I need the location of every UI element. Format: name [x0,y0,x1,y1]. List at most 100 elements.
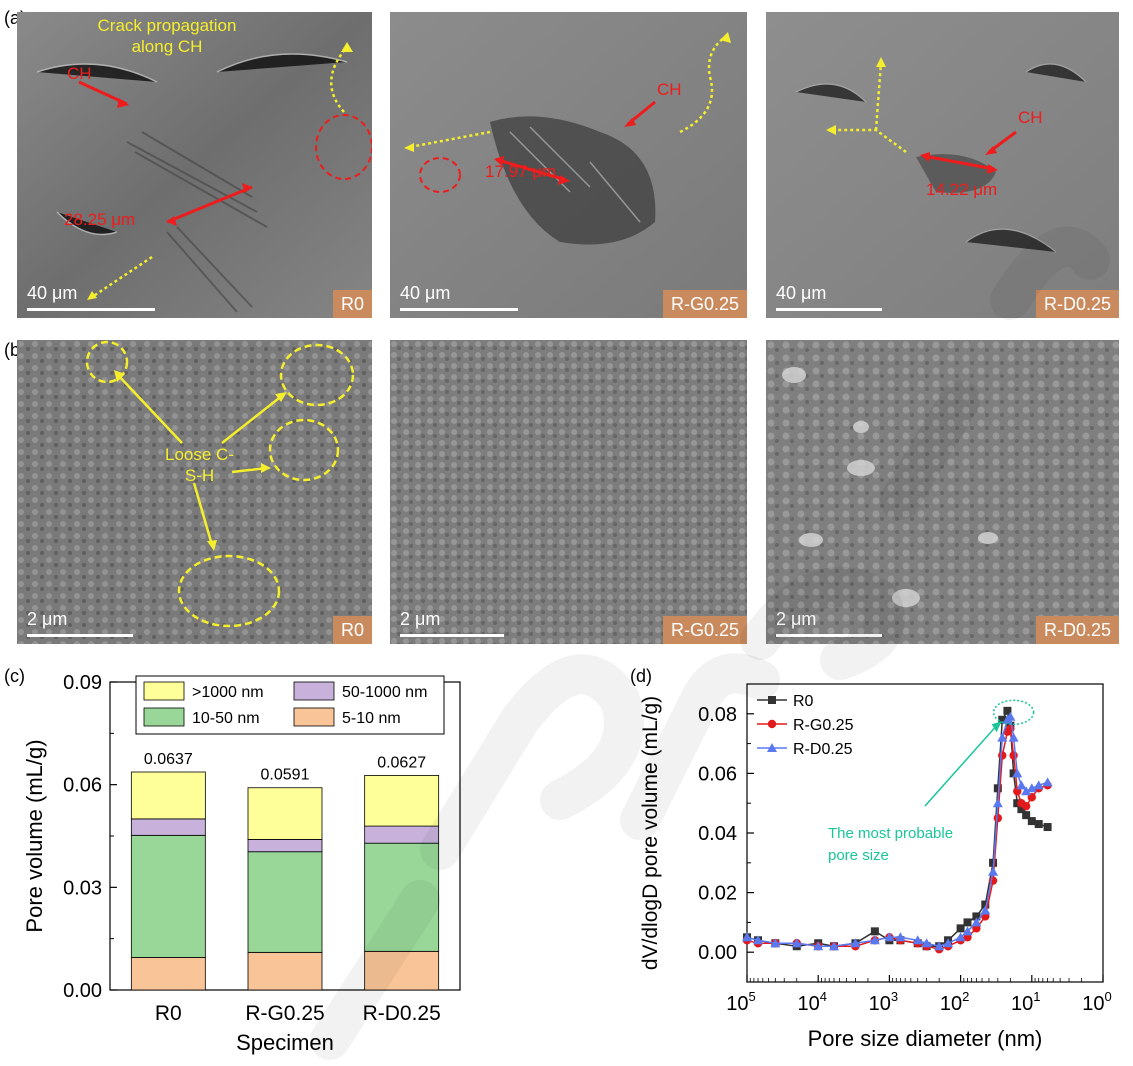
scale-bar [400,634,504,637]
sem-texture [766,340,1119,644]
sem-image-a-rd025: CH 14.22 μm 40 μm R-D0.25 [766,12,1119,318]
data-point [1009,769,1018,778]
specimen-tag: R-G0.25 [662,290,747,318]
data-point [998,751,1007,760]
ch-label: CH [67,64,92,83]
y-tick-label: 0.06 [698,763,737,785]
bar-segment [364,842,440,952]
sem-texture [390,340,747,644]
x-tick-label: 102 [940,989,969,1015]
data-point [963,918,972,927]
csh-label: Loose C-S-H [165,445,234,485]
legend-swatch [293,681,335,701]
legend-label: >1000 nm [192,684,264,701]
data-point [1027,817,1036,826]
data-point [742,932,752,942]
x-tick-label: 105 [726,989,755,1015]
data-point [850,938,861,948]
legend-label: R-G0.25 [793,717,854,734]
x-tick-label: 104 [797,989,826,1015]
data-point [869,935,880,945]
x-tick-label: 101 [1011,989,1040,1015]
data-point [1008,732,1019,742]
data-point [992,798,1003,808]
data-point [1003,706,1012,715]
data-point [770,938,781,948]
data-point [981,900,990,909]
y-tick-label: 0.08 [698,704,737,726]
length-label: 14.22 μm [926,180,998,199]
bar-segment [130,834,206,958]
scale-label: 2 μm [776,609,817,629]
legend-label: R0 [793,693,814,710]
legend-swatch [143,681,185,701]
specimen-tag: R0 [332,290,372,318]
y-tick-label: 0.06 [63,775,102,797]
data-point [1022,811,1031,820]
data-point [1017,805,1026,814]
specimen-tag: R-D0.25 [1035,616,1119,644]
data-point [813,941,824,951]
scale-label: 40 μm [400,283,451,303]
y-tick-label: 0.00 [698,942,737,964]
data-point [753,935,764,945]
legend-label: 10-50 nm [192,710,260,727]
sem-image-b-r0: Loose C-S-H 2 μm R0 [17,340,372,644]
data-point [870,927,879,936]
bar-segment [247,787,323,840]
data-point [956,924,965,933]
data-point [912,935,923,945]
y-axis-label: Pore volume (mL/g) [22,739,47,932]
total-label: 0.0637 [144,751,193,768]
data-point [955,932,966,942]
bar-segment [130,957,206,991]
annotation-text-2: pore size [828,847,889,864]
data-point [943,938,954,948]
x-tick-label: 100 [1082,989,1111,1015]
data-point [993,784,1002,793]
y-tick-label: 0.03 [63,877,102,899]
stacked-bar-chart: 0.00 0.03 0.06 0.09 0.0637 R0 0.0591 R-G0.25 0.0… [22,672,461,1055]
data-point [1034,820,1043,829]
line-chart: 0.00 0.02 0.04 0.06 0.08 105 104 103 102 101 100 R0… [639,683,1112,1051]
bar-segment [247,851,323,953]
legend-label: 5-10 nm [342,710,401,727]
scale-label: 40 μm [27,283,78,303]
bar-segment [130,818,206,836]
data-point [1033,780,1044,790]
legend-label: 50-1000 nm [342,684,427,701]
scale-label: 40 μm [776,283,827,303]
length-label: 17.97 μm [485,162,557,181]
x-tick-label: R-D0.25 [363,1002,441,1025]
data-point [934,941,945,951]
total-label: 0.0591 [261,767,310,784]
panel-c-letter: (c) [4,666,25,686]
sem-texture [17,12,372,318]
scale-bar [776,308,882,311]
scale-label: 2 μm [400,609,441,629]
annotation-arrow [924,721,1001,807]
sem-texture [17,340,372,644]
bar-segment [247,839,323,853]
sem-texture [390,12,747,318]
bar-segment [130,771,206,820]
y-tick-label: 0.00 [63,980,102,1002]
data-point [1009,751,1018,760]
x-tick-label: R-G0.25 [245,1002,324,1025]
sem-texture [766,12,1119,318]
sem-image-b-rg025: 2 μm R-G0.25 [390,340,747,644]
bar-segment [364,775,440,827]
data-point [1016,780,1027,790]
annotation-text-1: The most probable [828,825,953,842]
legend-label: R-D0.25 [793,741,853,758]
data-point [1021,801,1031,811]
data-point [988,866,999,876]
series-R-D0.25 [742,711,1053,951]
most-probable-circle [992,699,1035,726]
scale-label: 2 μm [27,609,68,629]
data-point [1012,768,1023,778]
panel-d-letter: (d) [630,666,652,686]
data-point [993,813,1003,823]
bar-segment [247,951,323,991]
data-point [1021,786,1032,796]
